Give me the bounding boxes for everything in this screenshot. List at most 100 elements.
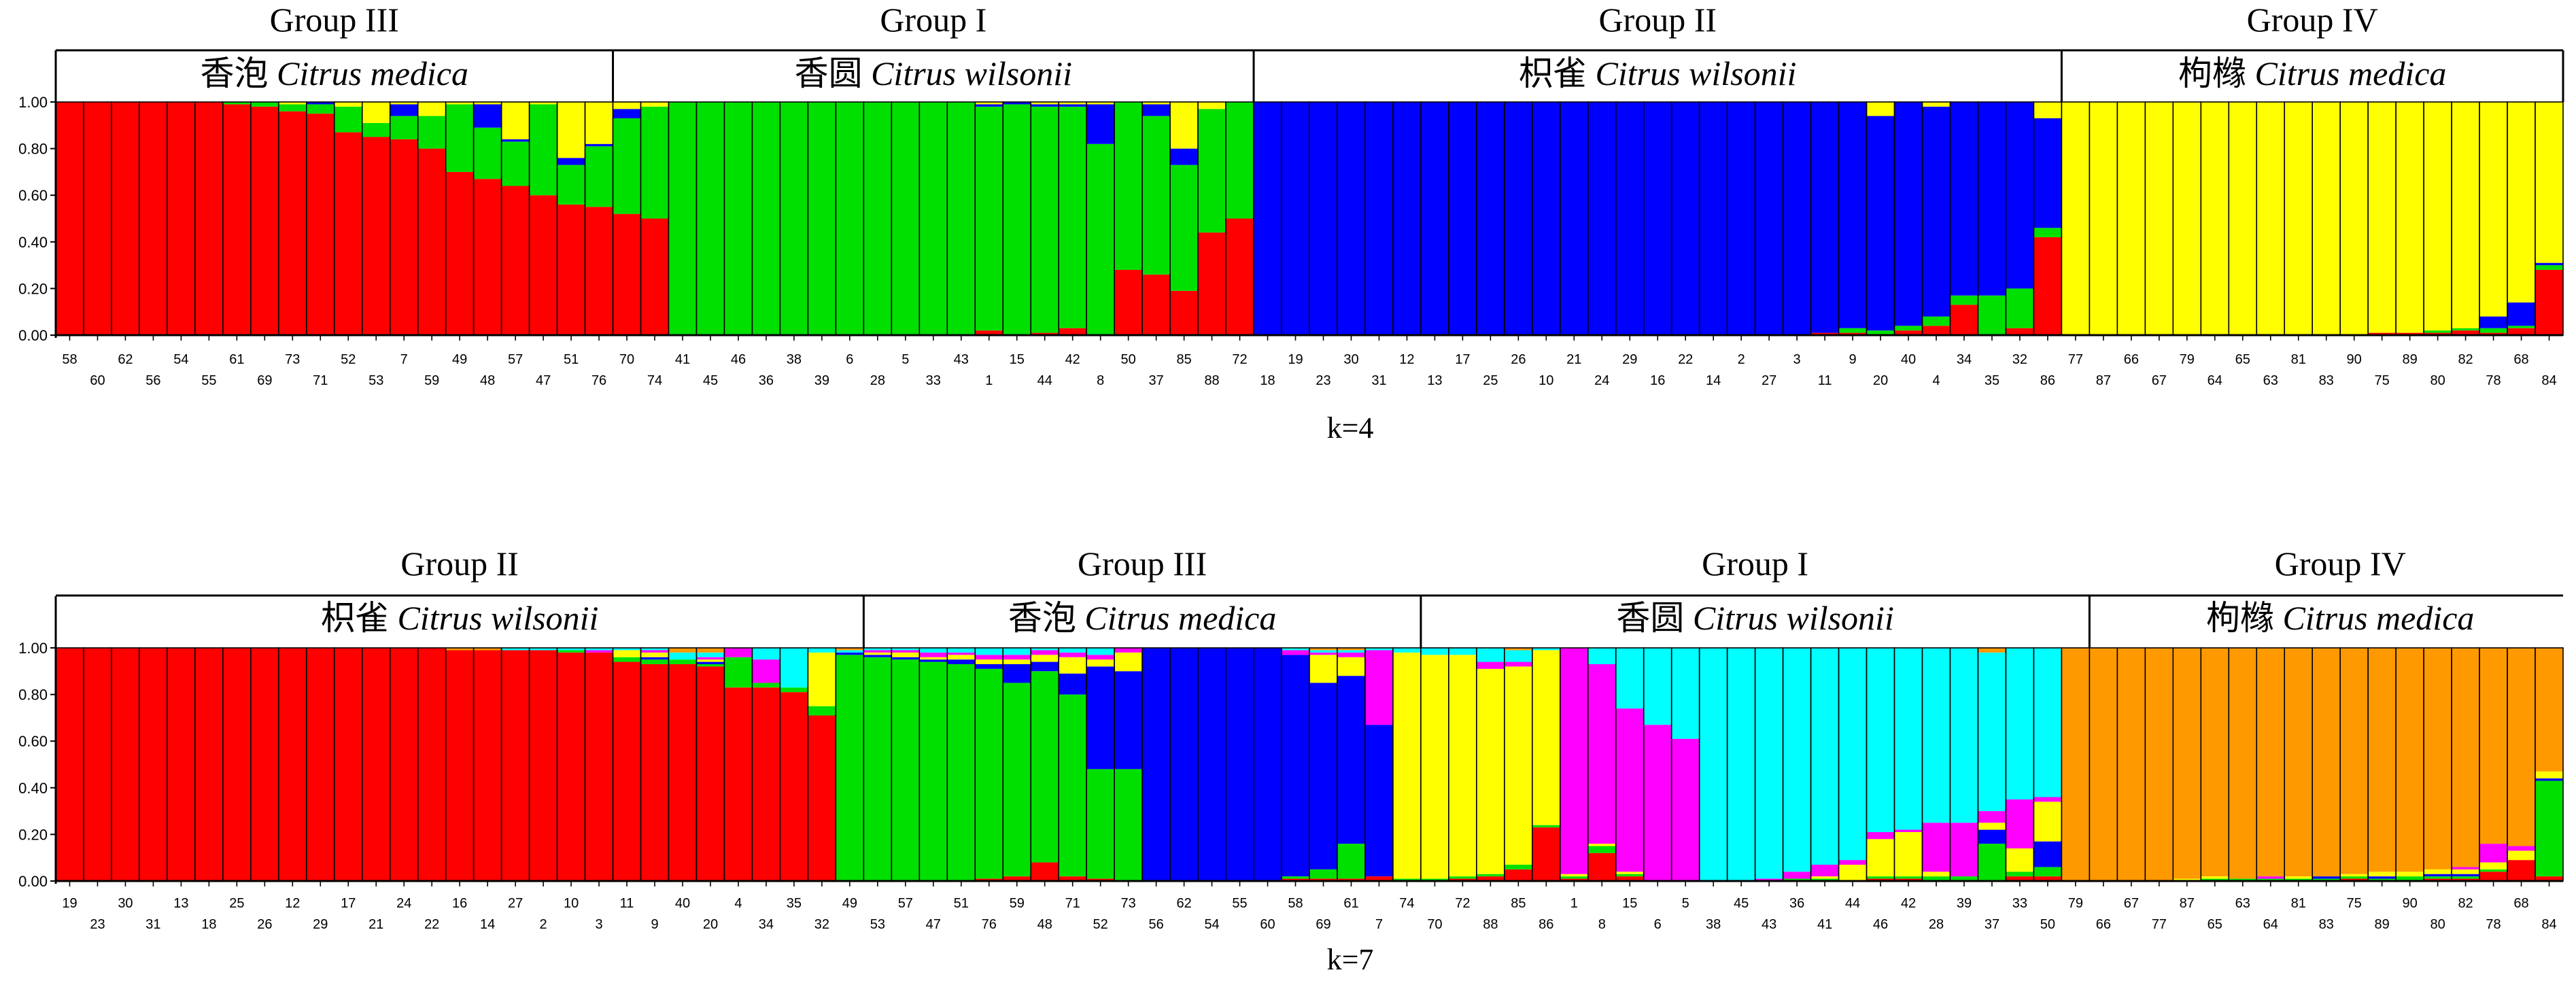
sample-bar bbox=[1392, 101, 1422, 336]
bar-segment-cluster-6 bbox=[1866, 648, 1895, 832]
sample-bar bbox=[1560, 647, 1589, 882]
sample-bar bbox=[2061, 647, 2091, 882]
bar-segment-cluster-1 bbox=[1587, 852, 1616, 881]
sample-label: 7 bbox=[1375, 917, 1383, 932]
sample-bar bbox=[1560, 101, 1589, 336]
y-tick-label: 0.80 bbox=[18, 141, 48, 158]
bar-segment-cluster-4 bbox=[1031, 102, 1059, 105]
sample-label: 43 bbox=[954, 352, 969, 367]
bar-segment-cluster-3 bbox=[947, 659, 976, 665]
bar-segment-cluster-4 bbox=[2201, 876, 2229, 879]
sample-label: 32 bbox=[2012, 352, 2027, 367]
sample-bar bbox=[1726, 101, 1756, 336]
bar-segment-cluster-4 bbox=[473, 102, 502, 105]
bar-segment-cluster-2 bbox=[836, 655, 864, 881]
sample-bar bbox=[2535, 647, 2564, 882]
bar-segment-cluster-7 bbox=[2201, 648, 2229, 877]
sample-bar bbox=[167, 647, 196, 882]
sample-bar bbox=[2423, 101, 2452, 336]
bar-segment-cluster-2 bbox=[919, 661, 948, 881]
sample-bar bbox=[1364, 647, 1394, 882]
sample-label: 54 bbox=[173, 352, 188, 367]
group-title: Group III bbox=[1078, 545, 1207, 583]
sample-label: 50 bbox=[1121, 352, 1136, 367]
bar-segment-cluster-5 bbox=[696, 657, 725, 660]
bar-segment-cluster-3 bbox=[1922, 106, 1951, 317]
sample-bar bbox=[1225, 101, 1254, 336]
sample-bar bbox=[2395, 101, 2424, 336]
sample-bar bbox=[807, 101, 837, 336]
bar-segment-cluster-1 bbox=[390, 648, 418, 881]
group-title: Group I bbox=[880, 1, 986, 39]
bar-segment-cluster-2 bbox=[2479, 328, 2508, 333]
bar-segment-cluster-4 bbox=[2340, 874, 2369, 877]
sample-label: 30 bbox=[1343, 352, 1358, 367]
sample-label: 80 bbox=[2430, 917, 2445, 932]
bar-segment-cluster-5 bbox=[891, 650, 920, 653]
bar-segment-cluster-4 bbox=[975, 102, 1003, 105]
bar-segment-cluster-1 bbox=[362, 648, 390, 881]
bar-segment-cluster-2 bbox=[2006, 872, 2034, 877]
bar-segment-cluster-6 bbox=[1615, 648, 1644, 709]
sample-bar bbox=[305, 101, 335, 336]
bar-segment-cluster-3 bbox=[2424, 874, 2452, 877]
bar-segment-cluster-2 bbox=[417, 116, 446, 149]
bar-segment-cluster-1 bbox=[56, 648, 84, 881]
bar-segment-cluster-4 bbox=[1532, 650, 1560, 825]
sample-bar bbox=[2005, 647, 2035, 882]
bar-segment-cluster-5 bbox=[752, 659, 780, 683]
bar-segment-cluster-4 bbox=[2089, 102, 2118, 335]
group-species-label: 香圆 Citrus wilsonii bbox=[1616, 599, 1893, 637]
sample-label: 21 bbox=[1566, 352, 1581, 367]
bar-segment-cluster-2 bbox=[362, 122, 390, 137]
sample-label: 47 bbox=[536, 373, 551, 388]
bar-segment-cluster-2 bbox=[1282, 876, 1309, 879]
y-tick-label: 0.00 bbox=[18, 873, 48, 890]
group-title: Group III bbox=[270, 1, 399, 39]
sample-label: 31 bbox=[145, 917, 160, 932]
bar-segment-cluster-6 bbox=[1337, 650, 1365, 653]
sample-bar bbox=[1504, 647, 1533, 882]
bar-segment-cluster-1 bbox=[1448, 878, 1477, 881]
bar-segment-cluster-7 bbox=[2229, 648, 2257, 879]
bar-segment-cluster-5 bbox=[1086, 655, 1115, 660]
sample-bar bbox=[1476, 101, 1505, 336]
bar-segment-cluster-1 bbox=[529, 650, 557, 881]
sample-label: 13 bbox=[173, 896, 188, 911]
bar-segment-cluster-5 bbox=[1476, 661, 1505, 669]
bar-segment-cluster-1 bbox=[1337, 878, 1365, 881]
bar-segment-cluster-5 bbox=[724, 648, 753, 657]
bar-segment-cluster-1 bbox=[2479, 872, 2508, 881]
bar-segment-cluster-4 bbox=[2424, 869, 2452, 874]
bar-segment-cluster-1 bbox=[167, 648, 195, 881]
bar-segment-cluster-2 bbox=[2479, 869, 2508, 872]
bar-segment-cluster-4 bbox=[2479, 102, 2508, 317]
sample-label: 74 bbox=[1399, 896, 1414, 911]
sample-bar bbox=[417, 101, 447, 336]
bar-segment-cluster-2 bbox=[1783, 878, 1811, 881]
bar-segment-cluster-3 bbox=[1532, 102, 1560, 335]
sample-bar bbox=[2144, 647, 2174, 882]
sample-bar bbox=[723, 101, 753, 336]
sample-bar bbox=[2116, 101, 2146, 336]
bar-segment-cluster-1 bbox=[473, 179, 502, 335]
bar-segment-cluster-5 bbox=[1560, 648, 1588, 874]
sample-bar bbox=[1058, 101, 1087, 336]
sample-label: 30 bbox=[118, 896, 133, 911]
bar-segment-cluster-3 bbox=[1170, 648, 1199, 881]
bar-segment-cluster-1 bbox=[56, 102, 84, 335]
bar-segment-cluster-4 bbox=[1086, 659, 1115, 667]
sample-label: 68 bbox=[2513, 896, 2528, 911]
bar-segment-cluster-2 bbox=[1560, 876, 1588, 879]
bar-segment-cluster-6 bbox=[1532, 648, 1560, 651]
bar-segment-cluster-7 bbox=[445, 648, 474, 651]
sample-bar bbox=[1002, 647, 1032, 882]
sample-bar bbox=[1030, 647, 1059, 882]
bar-segment-cluster-3 bbox=[863, 655, 892, 657]
bar-segment-cluster-4 bbox=[1003, 659, 1031, 665]
bar-segment-cluster-3 bbox=[557, 158, 585, 165]
bar-segment-cluster-3 bbox=[1727, 102, 1755, 335]
sample-bar bbox=[1615, 101, 1645, 336]
bar-segment-cluster-6 bbox=[1282, 648, 1309, 651]
sample-bar bbox=[1197, 101, 1226, 336]
